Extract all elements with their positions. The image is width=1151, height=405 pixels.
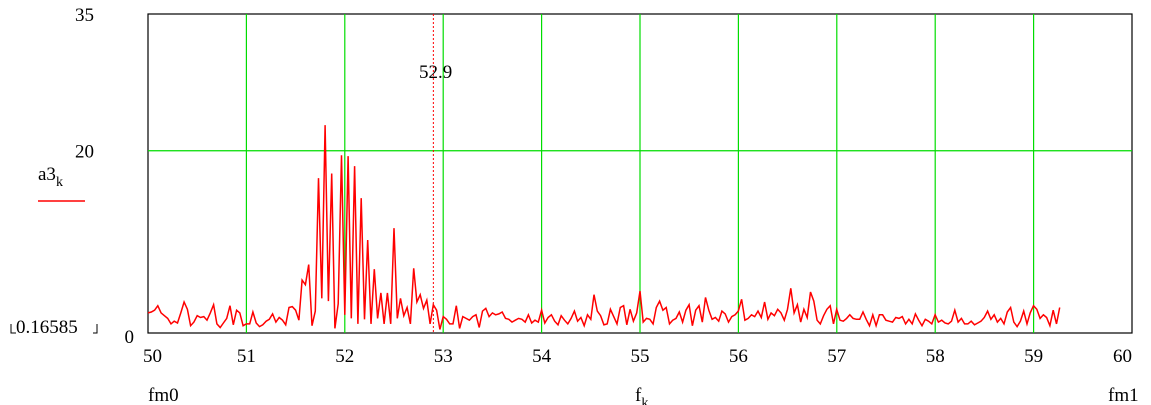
series-line [147, 125, 1061, 330]
x-tick-label: 59 [1024, 346, 1043, 367]
x-tick-label: 55 [631, 346, 650, 367]
x-tick-label: 56 [729, 346, 748, 367]
grid-lines [148, 14, 1132, 333]
y-lower-bound-label: 0.16585 [16, 317, 78, 338]
series-layer [147, 125, 1061, 330]
y-tick-labels: 0 20 35 [75, 5, 134, 348]
bracket-right [93, 324, 98, 334]
x-tick-label: 54 [532, 346, 552, 367]
x-range-start-label: fm0 [148, 385, 179, 405]
x-tick-label: 53 [434, 346, 453, 367]
x-tick-label: 50 [143, 346, 162, 367]
x-tick-label: 51 [237, 346, 256, 367]
bracket-left [10, 324, 16, 334]
x-tick-label: 58 [926, 346, 945, 367]
marker-value-label: 52.9 [419, 62, 452, 83]
y-tick-label: 20 [75, 142, 94, 163]
y-axis-label: a3k [38, 164, 63, 190]
x-axis-label: fk [635, 385, 648, 405]
x-axis-label-subscript: k [641, 396, 648, 405]
x-range-end-label: fm1 [1108, 385, 1139, 405]
y-axis-label-subscript: k [56, 175, 63, 190]
x-tick-labels: 50 51 52 53 54 55 56 57 58 59 60 [143, 346, 1132, 367]
y-tick-label: 0 [125, 327, 135, 348]
x-tick-label: 57 [827, 346, 846, 367]
x-tick-label: 60 [1113, 346, 1132, 367]
x-tick-label: 52 [335, 346, 354, 367]
y-tick-label: 35 [75, 5, 94, 26]
y-axis-label-main: a3 [38, 164, 56, 185]
x-axis-label-main: f [635, 385, 642, 405]
